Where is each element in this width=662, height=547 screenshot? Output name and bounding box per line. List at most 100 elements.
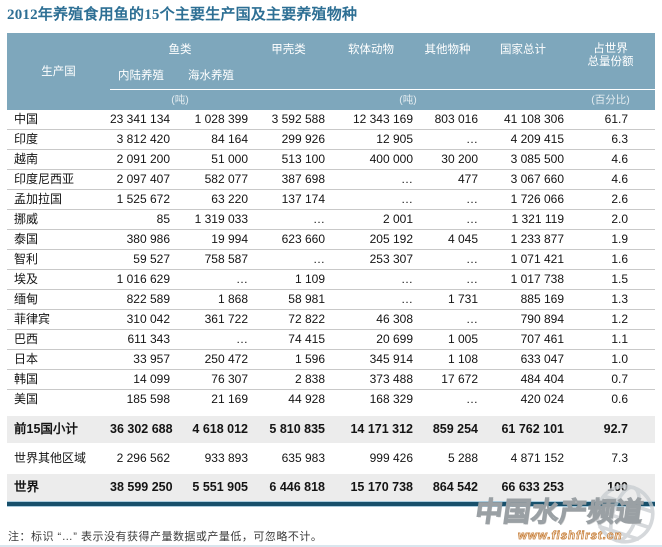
cell-crustaceans: … <box>250 209 327 230</box>
cell-country: 菲律宾 <box>7 309 110 330</box>
cell-total: 1 233 877 <box>480 229 566 250</box>
cell-crustaceans: 1 109 <box>250 269 327 290</box>
cell-other: 1 005 <box>415 329 480 350</box>
cell-other: … <box>415 129 480 150</box>
cell-inland: 59 527 <box>110 249 172 270</box>
cell-crustaceans: 635 983 <box>250 446 327 471</box>
cell-marine: 84 164 <box>172 129 250 150</box>
cell-marine: … <box>172 269 250 290</box>
cell-inland: 1 525 672 <box>110 189 172 210</box>
cell-country: 越南 <box>7 149 110 170</box>
cell-other: 803 016 <box>415 110 480 130</box>
cell-marine: 1 319 033 <box>172 209 250 230</box>
table-row: 中国 23 341 134 1 028 399 3 592 588 12 343 169… <box>7 110 655 130</box>
unit-tonnes-fish: (吨) <box>110 88 250 110</box>
cell-total: 4 871 152 <box>480 446 566 471</box>
cell-marine: 63 220 <box>172 189 250 210</box>
cell-molluscs: 253 307 <box>327 249 415 270</box>
cell-inland: 23 341 134 <box>110 110 172 130</box>
table-row: 孟加拉国 1 525 672 63 220 137 174…… 1 726 066 2.6 <box>7 189 655 210</box>
table-row: 泰国 380 986 19 994 623 660 205 192 4 045 1 233 … <box>7 229 655 250</box>
cell-country: 世界 <box>7 474 110 502</box>
cell-molluscs: 2 001 <box>327 209 415 230</box>
cell-marine: 76 307 <box>172 369 250 390</box>
production-table: 生产国 鱼类 甲壳类 软体动物 其他物种 国家总计 占世界 总量份额 内陆养殖 … <box>7 33 655 507</box>
summary-row-rest-of-world: 世界其他区域 2 296 562 933 893 635 983 999 426 5 28… <box>7 446 655 471</box>
cell-crustaceans: 513 100 <box>250 149 327 170</box>
cell-other: 5 288 <box>415 446 480 471</box>
cell-inland: 3 812 420 <box>110 129 172 150</box>
cell-molluscs: 14 171 312 <box>327 416 415 443</box>
cell-total: 66 633 253 <box>480 474 566 502</box>
header-molluscs: 软体动物 <box>327 33 415 89</box>
cell-molluscs: 205 192 <box>327 229 415 250</box>
cell-other: … <box>415 189 480 210</box>
cell-total: 61 762 101 <box>480 416 566 443</box>
cell-other: … <box>415 209 480 230</box>
table-row: 菲律宾 310 042 361 722 72 822 46 308… 790 894 1.2 <box>7 309 655 330</box>
cell-molluscs: 400 000 <box>327 149 415 170</box>
cell-share: 92.7 <box>566 416 655 443</box>
page-title: 2012年养殖食用鱼的15个主要生产国及主要养殖物种 <box>7 7 358 23</box>
cell-marine: 250 472 <box>172 349 250 370</box>
header-world-share-line1: 占世界 <box>593 43 628 55</box>
cell-country: 日本 <box>7 349 110 370</box>
cell-molluscs: 12 905 <box>327 129 415 150</box>
cell-other: 859 254 <box>415 416 480 443</box>
cell-crustaceans: 3 592 588 <box>250 110 327 130</box>
unit-tonnes-main: (吨) <box>250 88 566 110</box>
cell-molluscs: … <box>327 269 415 290</box>
cell-other: … <box>466 392 478 406</box>
cell-country: 挪威 <box>7 209 110 230</box>
cell-share: 2.6 <box>566 189 655 210</box>
cell-other: 864 542 <box>415 474 480 502</box>
cell-share: 0.6 <box>611 392 628 406</box>
summary-row-world: 世界 38 599 250 5 551 905 6 446 818 15 170 738… <box>7 474 655 502</box>
cell-total: 41 108 306 <box>480 110 566 130</box>
cell-inland: 380 986 <box>110 229 172 250</box>
cell-other: … <box>415 269 480 290</box>
header-marine: 海水养殖 <box>172 63 250 89</box>
table-row: 埃及 1 016 629… 1 109…… 1 017 738 1.5 <box>7 269 655 290</box>
cell-country: 中国 <box>7 110 110 130</box>
cell-marine: 758 587 <box>172 249 250 270</box>
cell-share: 1.1 <box>566 329 655 350</box>
header-crustaceans: 甲壳类 <box>250 33 327 89</box>
cell-crustaceans: 5 810 835 <box>250 416 327 443</box>
table-row: 印度 3 812 420 84 164 299 926 12 905… 4 209 415… <box>7 129 655 150</box>
cell-crustaceans: 387 698 <box>250 169 327 190</box>
cell-inland: 38 599 250 <box>110 474 173 502</box>
cell-share: 6.3 <box>566 129 655 150</box>
table-bottom-rule <box>7 501 655 507</box>
table-row: 日本 33 957 250 472 1 596 345 914 1 108 633 047 1… <box>7 349 655 370</box>
cell-molluscs: 12 343 169 <box>327 110 415 130</box>
footnote: 注：标识 “…” 表示没有获得产量数据或产量低，可忽略不计。 <box>8 531 323 543</box>
cell-share: 1.9 <box>566 229 655 250</box>
table-row: 韩国 14 099 76 307 2 838 373 488 17 672 484 404 0… <box>7 369 655 390</box>
watermark-url: www.fishfirst.cn <box>516 530 623 543</box>
table-row: 智利 59 527 758 587… 253 307… 1 071 421 1.6 <box>7 249 655 270</box>
cell-crustaceans: … <box>250 249 327 270</box>
cell-share: 7.3 <box>566 446 655 471</box>
cell-share: 1.6 <box>566 249 655 270</box>
header-other-species: 其他物种 <box>415 33 480 89</box>
cell-inland: 185 598 <box>126 392 170 406</box>
cell-total: 790 894 <box>480 309 566 330</box>
cell-molluscs: 20 699 <box>327 329 415 350</box>
cell-total: 1 017 738 <box>480 269 566 290</box>
cell-total: 1 726 066 <box>480 189 566 210</box>
cell-country: 印度尼西亚 <box>7 169 110 190</box>
page-bottom-divider <box>0 545 662 547</box>
cell-other: … <box>415 309 480 330</box>
cell-inland: 611 343 <box>110 329 172 350</box>
cell-share: 1.5 <box>566 269 655 290</box>
cell-share: 1.3 <box>566 289 655 310</box>
cell-crustaceans: 137 174 <box>250 189 327 210</box>
cell-country: 前15国小计 <box>7 416 110 443</box>
cell-country: 埃及 <box>7 269 110 290</box>
cell-molluscs: 168 329 <box>369 392 413 406</box>
cell-molluscs: … <box>327 189 415 210</box>
unit-percent: (百分比) <box>566 88 655 110</box>
cell-crustaceans: 58 981 <box>250 289 327 310</box>
